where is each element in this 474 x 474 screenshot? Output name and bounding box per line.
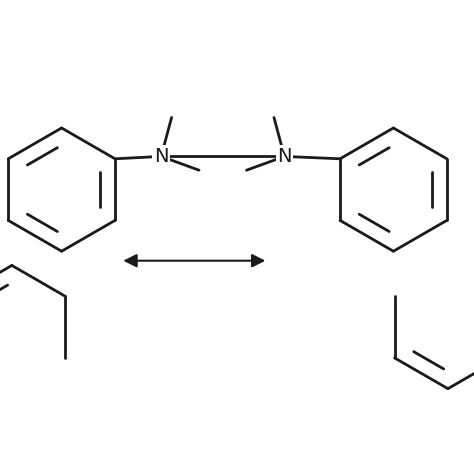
Text: N: N	[154, 147, 168, 166]
Text: N: N	[277, 147, 292, 166]
